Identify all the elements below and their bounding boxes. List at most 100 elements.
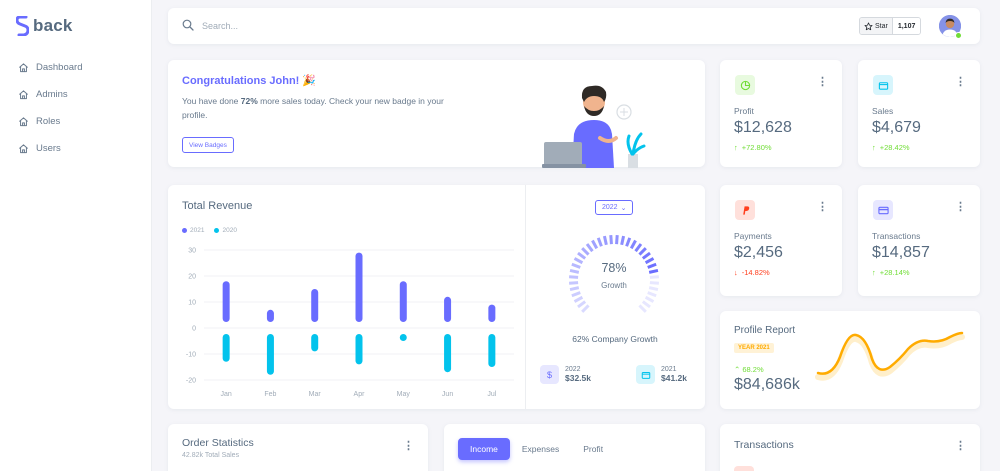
transactions-list-card: Transactions ⋮	[720, 424, 980, 471]
gauge-segment	[602, 235, 608, 246]
search-input[interactable]	[202, 17, 502, 35]
total-revenue-card: Total Revenue 2021 2020 30 20 10 0 -10 -20 Jan…	[168, 185, 705, 409]
credit-card-icon	[877, 206, 889, 214]
more-options-icon[interactable]: ⋮	[955, 201, 966, 213]
year-dropdown-button[interactable]: 2022 ⌄	[595, 200, 634, 215]
stat-value: $12,628	[734, 119, 792, 136]
arrow-up-icon: ⌃	[734, 365, 743, 374]
order-statistics-title: Order Statistics	[182, 437, 254, 449]
payments-icon-box	[735, 200, 755, 220]
online-status-dot	[955, 32, 962, 39]
gauge-segment	[634, 243, 643, 253]
wallet-icon	[878, 81, 888, 90]
gauge-segment	[577, 300, 587, 309]
brand-name: back	[33, 16, 73, 35]
legend-marker	[214, 228, 220, 233]
x-tick-label: Jun	[442, 391, 453, 398]
arrow-up-icon: ↑	[734, 143, 738, 152]
sales-icon-box	[873, 75, 893, 95]
man-with-laptop-illustration	[542, 85, 646, 168]
year-stat-amount: $32.5k	[565, 373, 591, 383]
pie-chart-icon	[740, 80, 750, 90]
year-stat-2021: 2021 $41.2k	[636, 365, 687, 384]
gauge-segment	[571, 291, 581, 298]
transactions-icon-box	[873, 200, 893, 220]
arrow-down-icon: ↓	[734, 268, 738, 277]
more-options-icon[interactable]: ⋮	[817, 76, 828, 88]
user-avatar[interactable]	[939, 15, 961, 37]
stat-change: ↑ +72.80%	[734, 143, 772, 152]
sidebar-item-label: Roles	[36, 116, 61, 127]
tab-profit[interactable]: Profit	[583, 444, 604, 454]
gauge-segment	[644, 257, 655, 265]
y-tick-label: 10	[188, 300, 196, 307]
gauge-segment	[569, 275, 579, 279]
gauge-segment	[641, 251, 651, 260]
gauge-segment	[649, 275, 659, 279]
x-tick-label: May	[397, 391, 411, 398]
dollar-icon: $	[540, 365, 559, 384]
gauge-segment	[648, 286, 659, 292]
revenue-title: Total Revenue	[182, 200, 253, 212]
more-options-icon[interactable]: ⋮	[817, 201, 828, 213]
y-tick-label: 20	[188, 274, 196, 281]
sidebar-item-dashboard[interactable]: Dashboard	[18, 54, 82, 81]
more-options-icon[interactable]: ⋮	[403, 440, 414, 452]
tab-expenses[interactable]: Expenses	[521, 444, 560, 454]
bar-2020	[266, 334, 274, 375]
brand[interactable]: back	[16, 16, 73, 36]
payments-card: ⋮ Payments $2,456 ↓ -14.82%	[720, 185, 842, 296]
income-card: Income Expenses Profit	[444, 424, 705, 471]
avatar-image-icon	[939, 15, 961, 37]
sidebar-item-label: Users	[36, 143, 61, 154]
transactions-title: Transactions	[734, 439, 794, 451]
year-dropdown-label: 2022	[602, 204, 618, 211]
gauge-segment	[638, 304, 647, 313]
congrats-text-highlight: 72%	[240, 96, 258, 106]
wallet-icon	[636, 365, 655, 384]
profile-sparkline	[815, 331, 965, 381]
sidebar-item-label: Dashboard	[36, 62, 83, 73]
profile-report-card: Profile Report YEAR 2021 ⌃ 68.2% $84,686…	[720, 311, 980, 409]
tab-income[interactable]: Income	[458, 438, 510, 460]
stat-label: Transactions	[872, 231, 921, 241]
bar-2021	[266, 309, 274, 322]
sales-card: ⋮ Sales $4,679 ↑ +28.42%	[858, 60, 980, 167]
wallet-glyph	[641, 371, 650, 379]
view-badges-button[interactable]: View Badges	[182, 137, 234, 153]
y-tick-label: 30	[188, 248, 196, 255]
sidebar-item-label: Admins	[36, 89, 68, 100]
sidebar-item-admins[interactable]: Admins	[18, 81, 82, 108]
gauge-segment	[625, 237, 632, 247]
gauge-segment	[596, 237, 603, 247]
github-star-count[interactable]: 1,107	[892, 18, 921, 34]
congrats-text-post: more sales today. Check your new badge i…	[182, 96, 444, 120]
legend-item-2020: 2020	[214, 227, 237, 234]
bar-2021	[311, 289, 319, 322]
revenue-bar-chart: 30 20 10 0 -10 -20 Jan Feb Mar Apr May Jun Jul	[186, 248, 514, 398]
bar-2020	[399, 334, 407, 341]
year-stat-label: 2021	[661, 366, 677, 373]
growth-label: Growth	[601, 281, 627, 290]
legend-item-2021: 2021	[182, 227, 204, 234]
year-stat-2022: $ 2022 $32.5k	[540, 365, 591, 384]
stat-change-value: +28.42%	[879, 143, 910, 152]
more-options-icon[interactable]: ⋮	[955, 440, 966, 452]
home-icon	[19, 63, 28, 73]
stat-label: Payments	[734, 231, 772, 241]
sidebar-item-users[interactable]: Users	[18, 135, 82, 162]
gauge-segment	[620, 235, 626, 246]
legend-marker	[182, 228, 187, 233]
sidebar-item-roles[interactable]: Roles	[18, 108, 82, 135]
profile-report-value: $84,686k	[734, 376, 800, 393]
more-options-icon[interactable]: ⋮	[955, 76, 966, 88]
gauge-segment	[571, 262, 581, 269]
arrow-up-icon: ↑	[872, 268, 876, 277]
sidebar-menu: Dashboard Admins Roles Users	[18, 54, 82, 162]
github-star-widget[interactable]: Star 1,107	[859, 17, 922, 35]
gauge-segment	[573, 257, 584, 265]
congrats-title: Congratulations John! 🎉	[182, 75, 317, 87]
github-star-button[interactable]: Star	[860, 18, 893, 34]
star-icon	[864, 21, 873, 30]
x-tick-label: Jan	[220, 391, 231, 398]
